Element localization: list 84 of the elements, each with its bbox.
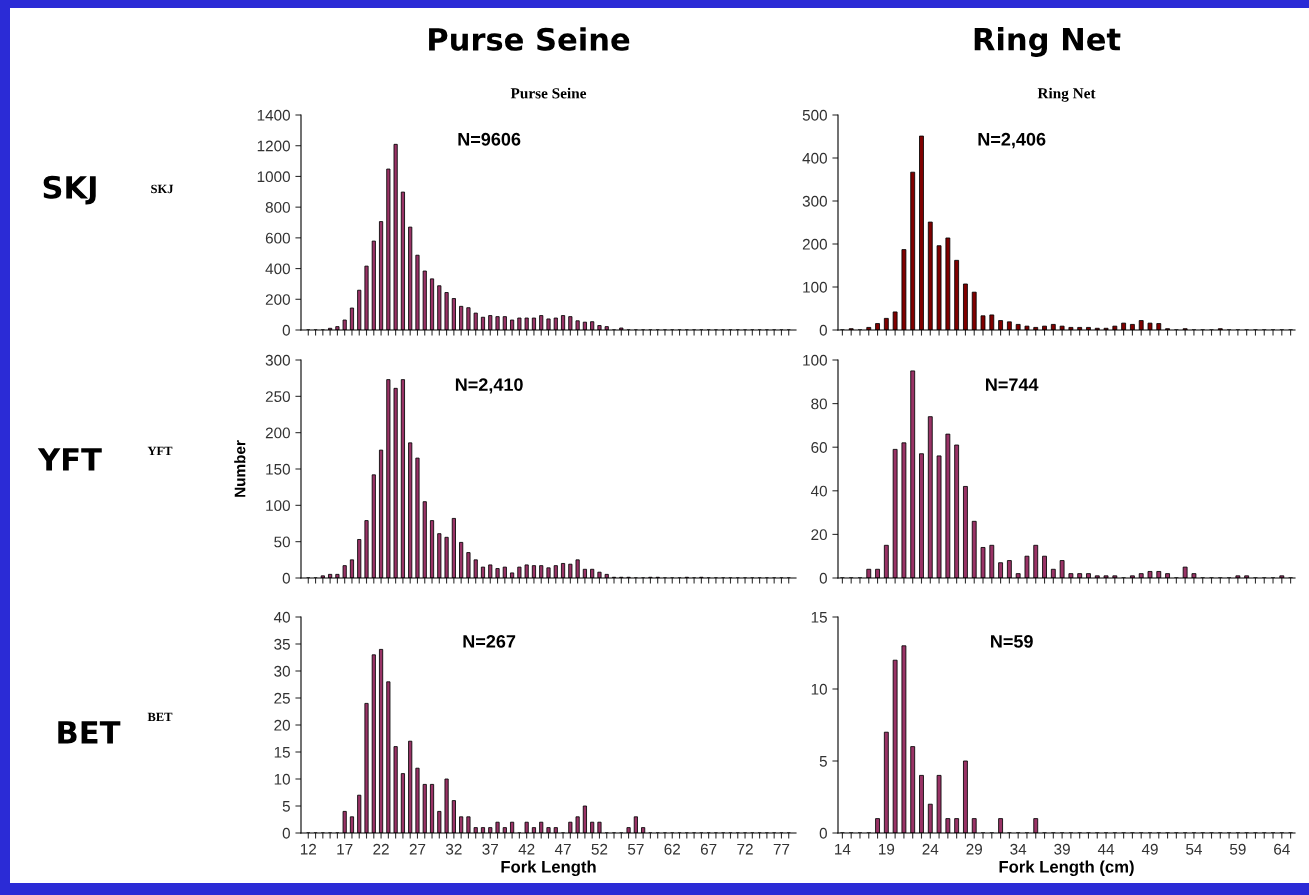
annotation: N=59 bbox=[991, 634, 1033, 648]
x-tick-label: 72 bbox=[737, 843, 753, 855]
x-tick-label: 42 bbox=[518, 843, 535, 855]
x-tick-label: 77 bbox=[773, 843, 790, 855]
y-tick-label: 5 bbox=[282, 801, 290, 812]
annotation: N=9606 bbox=[458, 132, 521, 146]
y-tick-label: 300 bbox=[802, 195, 827, 207]
x-tick-label: 29 bbox=[966, 843, 982, 855]
y-tick-label: 500 bbox=[802, 109, 827, 121]
x-tick-label: 17 bbox=[337, 843, 353, 855]
x-tick-label: 52 bbox=[591, 843, 608, 855]
text: SKJ bbox=[151, 184, 174, 194]
y-tick-label: 10 bbox=[811, 683, 827, 695]
y-tick-label: 30 bbox=[274, 665, 290, 677]
y-tick-label: 0 bbox=[819, 324, 827, 336]
x-tick-label: 44 bbox=[1097, 843, 1115, 855]
y-tick-label: 300 bbox=[265, 354, 290, 366]
y-tick-label: 100 bbox=[803, 354, 827, 366]
x-tick-label: 57 bbox=[627, 843, 644, 855]
annotation: N=2,410 bbox=[455, 378, 523, 394]
y-tick-label: 60 bbox=[811, 442, 827, 453]
y-tick-label: 35 bbox=[274, 638, 290, 650]
y-tick-label: 40 bbox=[273, 611, 290, 623]
y-tick-label: 0 bbox=[282, 572, 290, 584]
x-tick-label: 19 bbox=[879, 843, 895, 855]
chart-title: Ring Net bbox=[1037, 87, 1096, 102]
y-tick-label: 200 bbox=[802, 238, 827, 250]
y-tick-label: 200 bbox=[265, 427, 290, 439]
y-tick-label: 0 bbox=[282, 827, 290, 839]
x-tick-label: 54 bbox=[1186, 843, 1202, 855]
x-tick-label: 67 bbox=[700, 843, 717, 855]
x-tick-label: 62 bbox=[664, 843, 680, 855]
x-tick-label: 39 bbox=[1054, 843, 1070, 855]
annotation: N=744 bbox=[986, 378, 1039, 391]
x-tick-label: 37 bbox=[482, 843, 498, 855]
x-tick-label: 64 bbox=[1274, 843, 1290, 855]
y-tick-label: 0 bbox=[819, 572, 827, 584]
x-tick-label: 24 bbox=[922, 843, 939, 855]
y-tick-label: 1200 bbox=[257, 140, 290, 152]
y-axis-title: Number bbox=[234, 440, 246, 497]
y-tick-label: 150 bbox=[266, 463, 290, 475]
x-tick-label: 22 bbox=[373, 843, 389, 855]
x-tick-label: 27 bbox=[409, 843, 426, 855]
y-tick-label: 250 bbox=[265, 391, 290, 403]
text: SKJ bbox=[43, 175, 96, 205]
text: Ring Net bbox=[974, 27, 1121, 57]
text: YFT bbox=[37, 448, 102, 471]
x-tick-label: 34 bbox=[1010, 843, 1027, 855]
text: YFT bbox=[147, 446, 173, 456]
y-tick-label: 15 bbox=[274, 747, 290, 758]
text: BET bbox=[147, 712, 173, 722]
x-tick-label: 59 bbox=[1229, 843, 1246, 855]
annotation: N=2,406 bbox=[978, 132, 1046, 149]
y-tick-label: 40 bbox=[810, 485, 827, 497]
y-tick-label: 5 bbox=[819, 756, 827, 767]
x-tick-label: 47 bbox=[554, 843, 571, 855]
y-tick-label: 100 bbox=[266, 500, 290, 512]
y-tick-label: 0 bbox=[282, 324, 290, 336]
y-tick-label: 25 bbox=[274, 692, 290, 704]
text: BET bbox=[58, 721, 121, 744]
y-tick-label: 600 bbox=[265, 232, 290, 244]
x-tick-label: 12 bbox=[300, 843, 317, 855]
x-tick-label: 32 bbox=[445, 843, 462, 855]
y-tick-label: 100 bbox=[803, 281, 827, 293]
y-tick-label: 50 bbox=[274, 536, 290, 548]
text: Purse Seine bbox=[429, 27, 630, 51]
x-tick-label: 14 bbox=[835, 843, 851, 855]
y-tick-label: 0 bbox=[819, 827, 827, 839]
annotation: N=267 bbox=[463, 634, 516, 648]
x-axis-title: Fork Length (cm) bbox=[999, 860, 1134, 877]
y-tick-label: 1400 bbox=[257, 109, 290, 121]
x-tick-label: 49 bbox=[1141, 843, 1158, 855]
y-tick-label: 200 bbox=[265, 294, 290, 305]
chart-title: Purse Seine bbox=[510, 87, 587, 99]
y-tick-label: 20 bbox=[274, 719, 290, 731]
x-axis-title: Fork Length bbox=[501, 860, 596, 877]
y-tick-label: 15 bbox=[811, 612, 827, 623]
y-tick-label: 400 bbox=[265, 263, 290, 275]
y-tick-label: 400 bbox=[802, 152, 827, 164]
y-tick-label: 1000 bbox=[257, 171, 290, 183]
y-tick-label: 20 bbox=[811, 529, 827, 541]
y-tick-label: 10 bbox=[274, 773, 290, 785]
y-tick-label: 800 bbox=[265, 202, 290, 213]
y-tick-label: 80 bbox=[811, 398, 827, 410]
